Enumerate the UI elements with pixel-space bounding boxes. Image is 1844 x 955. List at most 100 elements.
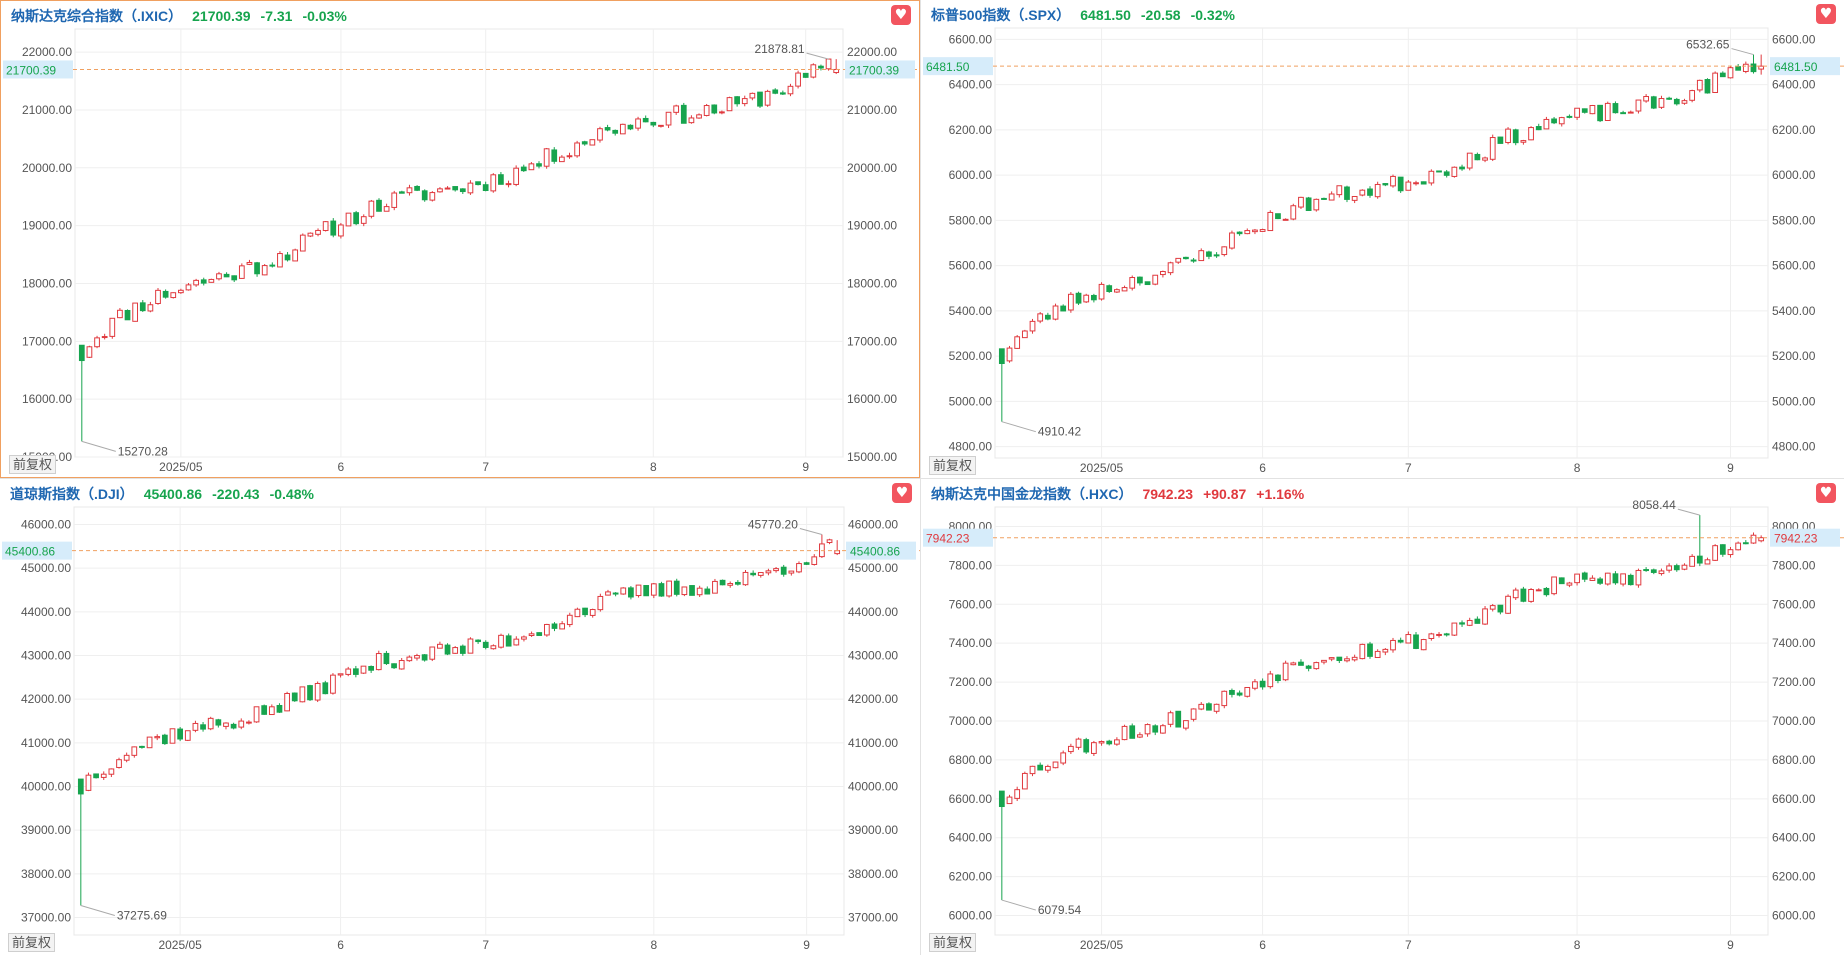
candle[interactable] — [1673, 97, 1680, 106]
candle[interactable] — [1359, 643, 1366, 660]
candle[interactable] — [566, 152, 573, 159]
candle[interactable] — [200, 722, 206, 732]
candle[interactable] — [1052, 761, 1059, 769]
candle[interactable] — [268, 704, 275, 716]
candle[interactable] — [1466, 617, 1473, 627]
candle[interactable] — [178, 288, 184, 294]
candle[interactable] — [1474, 616, 1481, 624]
candle[interactable] — [1114, 288, 1120, 293]
candle[interactable] — [185, 283, 192, 291]
candle[interactable] — [1267, 670, 1274, 689]
candle[interactable] — [1397, 637, 1404, 644]
candle[interactable] — [1719, 71, 1726, 78]
candle[interactable] — [1014, 786, 1021, 802]
candle[interactable] — [1252, 228, 1258, 235]
candle[interactable] — [1129, 723, 1136, 739]
candle[interactable] — [1413, 632, 1419, 650]
candle[interactable] — [1505, 127, 1511, 145]
candle[interactable] — [635, 584, 642, 598]
candle[interactable] — [437, 187, 443, 193]
candle[interactable] — [1597, 104, 1603, 123]
candle[interactable] — [1696, 515, 1703, 567]
candle[interactable] — [169, 728, 176, 744]
candlestick-chart[interactable]: 37000.00 37000.00 38000.00 38000.00 39000.00… — [0, 479, 920, 955]
candle[interactable] — [216, 271, 222, 281]
candle[interactable] — [1451, 166, 1458, 178]
candle[interactable] — [612, 592, 619, 597]
panel-hxc[interactable]: 6000.00 6000.00 6200.00 6200.00 6400.00 6400.… — [921, 479, 1844, 955]
candle[interactable] — [1666, 96, 1673, 100]
candle[interactable] — [414, 653, 420, 661]
candle[interactable] — [1198, 702, 1205, 711]
candle[interactable] — [1643, 94, 1649, 103]
candle[interactable] — [475, 181, 481, 186]
candle[interactable] — [1719, 544, 1726, 557]
candle[interactable] — [1604, 572, 1611, 586]
candle[interactable] — [330, 673, 336, 695]
candle[interactable] — [1742, 61, 1749, 74]
candle[interactable] — [452, 646, 459, 654]
candle[interactable] — [1689, 89, 1696, 103]
candle[interactable] — [1221, 690, 1228, 709]
candle[interactable] — [360, 214, 367, 227]
candle[interactable] — [1750, 54, 1757, 74]
candle[interactable] — [1666, 563, 1673, 573]
candle[interactable] — [490, 173, 497, 193]
candle[interactable] — [749, 92, 756, 101]
candle[interactable] — [742, 570, 749, 586]
candle[interactable] — [1098, 740, 1105, 746]
candle[interactable] — [1497, 136, 1504, 144]
candle[interactable] — [1006, 345, 1013, 363]
candle[interactable] — [1443, 632, 1450, 637]
candle[interactable] — [1344, 185, 1350, 203]
candle[interactable] — [322, 221, 329, 232]
candle[interactable] — [414, 185, 420, 192]
candle[interactable] — [1535, 123, 1542, 131]
candle[interactable] — [1581, 571, 1588, 583]
candle[interactable] — [1512, 128, 1519, 146]
candle[interactable] — [1566, 114, 1573, 119]
candle[interactable] — [139, 745, 145, 749]
candle[interactable] — [1098, 282, 1105, 301]
candle[interactable] — [505, 180, 512, 188]
candle[interactable] — [1673, 563, 1680, 572]
price-adjust-button[interactable]: 前复权 — [929, 456, 977, 475]
candle[interactable] — [559, 621, 566, 630]
candle[interactable] — [467, 637, 474, 654]
candle[interactable] — [86, 345, 93, 359]
candle[interactable] — [605, 589, 611, 596]
candle[interactable] — [1428, 169, 1435, 186]
price-adjust-button[interactable]: 前复权 — [929, 933, 977, 952]
candle[interactable] — [1183, 720, 1189, 731]
candle[interactable] — [1620, 110, 1626, 115]
candle[interactable] — [1275, 674, 1281, 684]
panel-dji[interactable]: 37000.00 37000.00 38000.00 38000.00 39000.00… — [0, 479, 920, 955]
candle[interactable] — [1282, 660, 1289, 682]
price-adjust-button[interactable]: 前复权 — [8, 933, 56, 952]
candle[interactable] — [612, 129, 619, 136]
candle[interactable] — [193, 278, 199, 287]
candle[interactable] — [1627, 110, 1634, 114]
candle[interactable] — [1328, 191, 1335, 201]
candle[interactable] — [1114, 737, 1120, 746]
index-name[interactable]: 纳斯达克中国金龙指数（.HXC） — [931, 486, 1133, 502]
candle[interactable] — [1413, 180, 1419, 186]
candle[interactable] — [314, 681, 321, 703]
candle[interactable] — [307, 232, 314, 238]
favorite-heart-icon[interactable]: ♥ — [892, 483, 912, 503]
candle[interactable] — [482, 640, 489, 650]
candle[interactable] — [998, 790, 1005, 901]
candle[interactable] — [712, 578, 718, 594]
candle[interactable] — [1121, 724, 1128, 741]
candle[interactable] — [383, 650, 390, 665]
candle[interactable] — [1390, 174, 1396, 188]
candle[interactable] — [459, 188, 466, 194]
candle[interactable] — [1574, 573, 1580, 586]
candle[interactable] — [1106, 284, 1113, 293]
candle[interactable] — [1221, 246, 1228, 257]
candle[interactable] — [772, 88, 779, 95]
candle[interactable] — [1436, 632, 1442, 638]
candle[interactable] — [1344, 656, 1350, 663]
candle[interactable] — [100, 771, 107, 780]
candle[interactable] — [833, 59, 840, 75]
